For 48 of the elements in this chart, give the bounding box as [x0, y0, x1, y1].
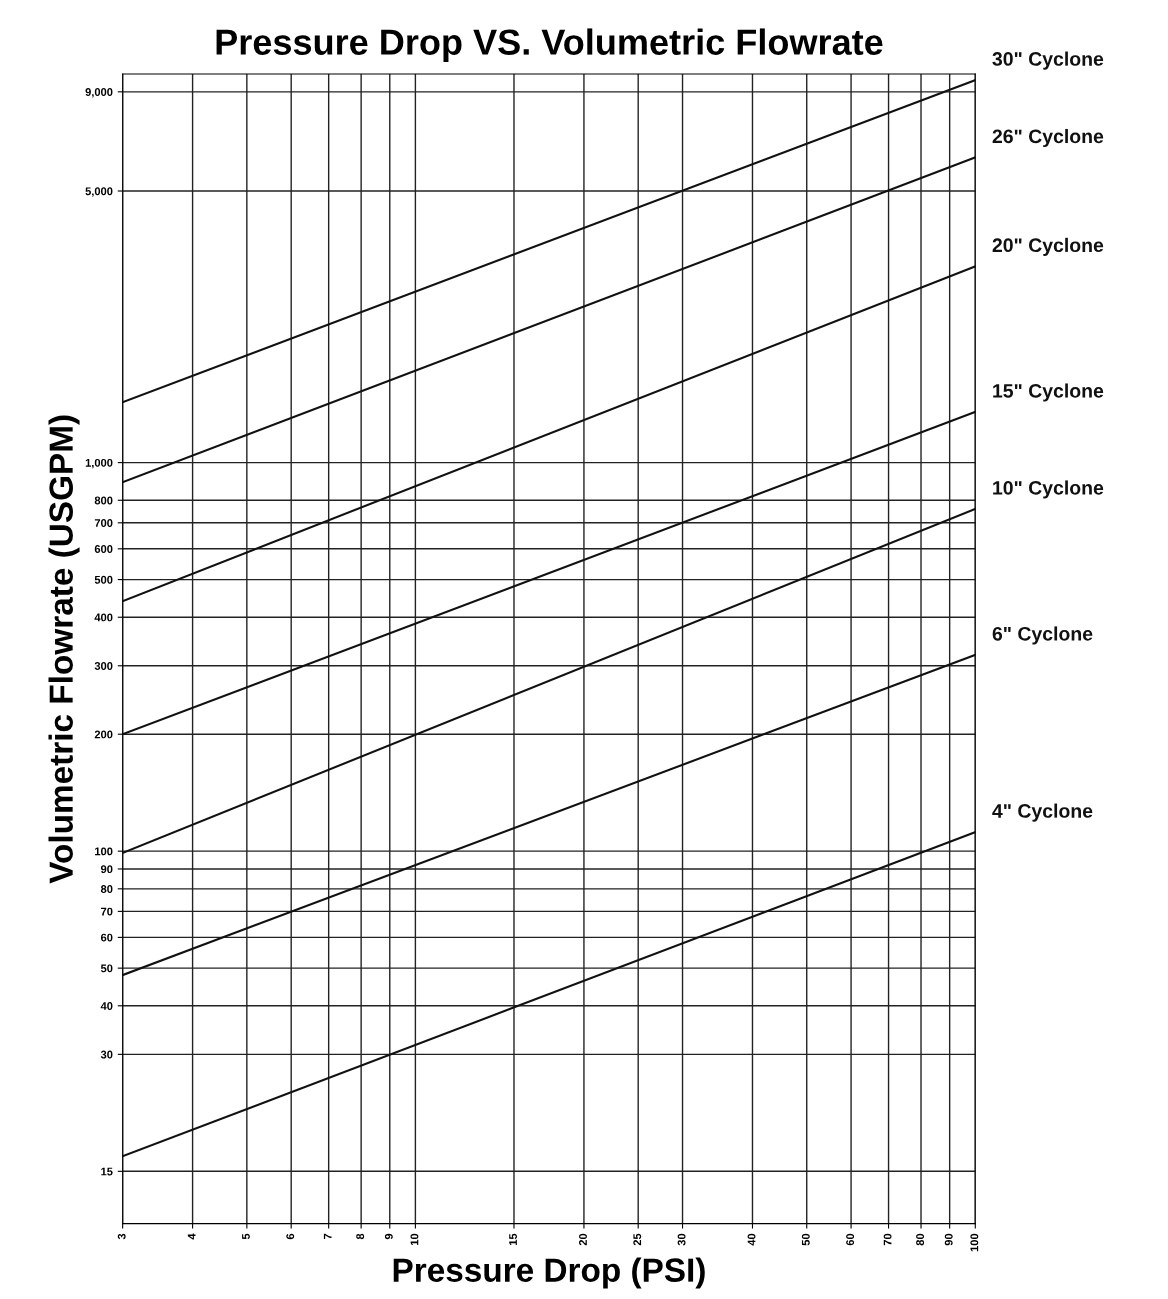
y-tick-label: 400 [94, 613, 113, 622]
y-tick-label: 9,000 [85, 88, 113, 98]
x-tick-label: 7 [323, 1233, 332, 1240]
series-label: 6" Cyclone [992, 626, 1093, 645]
y-tick-label: 15 [101, 1167, 113, 1176]
y-tick-label: 30 [100, 1050, 113, 1059]
series-label: 10" Cyclone [993, 480, 1104, 499]
x-tick-label: 5 [242, 1233, 250, 1240]
series-label: 30" Cyclone [992, 51, 1104, 70]
x-tick-label: 8 [356, 1233, 365, 1240]
y-tick-label: 50 [100, 964, 113, 973]
chart-title: Pressure Drop VS. Volumetric Flowrate [216, 28, 883, 63]
x-tick-label: 6 [286, 1233, 295, 1240]
x-tick-label: 40 [747, 1233, 756, 1246]
y-tick-label: 70 [101, 907, 113, 916]
x-tick-label: 30 [677, 1233, 686, 1246]
series-label: 20" Cyclone [992, 237, 1104, 256]
x-tick-label: 80 [916, 1233, 924, 1246]
y-tick-label: 200 [94, 730, 113, 739]
y-tick-label: 60 [100, 933, 113, 942]
y-tick-label: 300 [94, 662, 113, 670]
x-tick-label: 4 [187, 1233, 196, 1240]
x-axis-title: Pressure Drop (PSI) [393, 1257, 705, 1289]
x-tick-label: 60 [846, 1233, 855, 1246]
x-tick-label: 90 [944, 1233, 953, 1246]
x-tick-label: 25 [633, 1233, 642, 1246]
series-label: 15" Cyclone [993, 383, 1104, 402]
y-tick-label: 800 [94, 496, 113, 505]
series-label: 4" Cyclone [992, 803, 1093, 822]
y-tick-label: 1,000 [85, 458, 113, 469]
y-tick-label: 100 [95, 847, 113, 856]
y-tick-label: 80 [100, 885, 113, 893]
y-tick-label: 40 [100, 1002, 113, 1010]
y-tick-label: 700 [94, 519, 113, 527]
x-tick-label: 100 [970, 1233, 979, 1252]
y-tick-label: 5,000 [85, 187, 113, 197]
series-label: 26" Cyclone [992, 128, 1104, 148]
y-tick-label: 600 [94, 545, 113, 553]
y-axis-title: Volumetric Flowrate (USGPM) [48, 415, 80, 884]
x-tick-label: 3 [117, 1233, 126, 1240]
y-tick-label: 500 [94, 575, 113, 584]
x-tick-label: 50 [801, 1233, 810, 1246]
x-tick-label: 15 [509, 1233, 517, 1246]
x-tick-label: 10 [410, 1233, 419, 1246]
x-tick-label: 9 [384, 1233, 393, 1240]
x-tick-label: 70 [883, 1233, 892, 1246]
y-tick-label: 90 [100, 865, 113, 874]
x-tick-label: 20 [579, 1233, 587, 1246]
